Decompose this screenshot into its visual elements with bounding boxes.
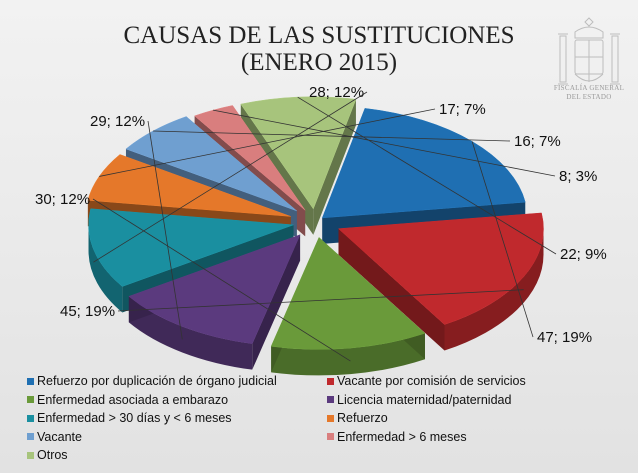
legend-label: Otros — [37, 448, 68, 462]
legend-swatch — [27, 414, 34, 422]
data-label: 17; 7% — [439, 101, 486, 118]
legend-swatch — [27, 433, 34, 440]
leader-line — [147, 120, 183, 340]
data-label: 22; 9% — [560, 246, 607, 263]
data-label: 29; 12% — [90, 113, 145, 130]
legend-item: Enfermedad > 6 meses — [327, 430, 467, 444]
legend-label: Refuerzo — [337, 411, 388, 425]
legend-item: Licencia maternidad/paternidad — [327, 393, 511, 407]
legend-label: Refuerzo por duplicación de órgano judic… — [37, 374, 277, 388]
legend-item: Vacante por comisión de servicios — [327, 374, 526, 388]
leader-lines — [92, 91, 557, 362]
legend-swatch — [327, 433, 334, 440]
leader-line — [117, 289, 524, 312]
legend-item: Refuerzo por duplicación de órgano judic… — [27, 374, 277, 388]
legend-item: Otros — [27, 448, 68, 462]
leader-line — [471, 141, 534, 338]
data-label: 30; 12% — [35, 191, 90, 208]
pie-slice — [337, 212, 544, 325]
leader-line — [99, 108, 436, 177]
legend-item: Enfermedad > 30 días y < 6 meses — [27, 411, 232, 425]
slice-side — [88, 224, 123, 313]
legend-swatch — [327, 377, 334, 385]
legend-label: Licencia maternidad/paternidad — [337, 392, 512, 407]
legend-label: Vacante por comisión de servicios — [337, 374, 526, 388]
legend-item: Enfermedad asociada a embarazo — [27, 393, 228, 407]
data-label: 28; 12% — [309, 84, 364, 101]
slice-side — [271, 333, 426, 376]
logo-caption-line-2: DEL ESTADO — [566, 93, 612, 101]
chart-title: CAUSAS DE LAS SUSTITUCIONES (ENERO 2015) — [0, 22, 638, 76]
data-label: 47; 19% — [537, 329, 592, 346]
data-label: 45; 19% — [60, 303, 115, 320]
logo-caption-line-1: FISCALÍA GENERAL — [553, 84, 625, 92]
slice-wall — [252, 234, 301, 370]
legend-item: Vacante — [27, 430, 82, 444]
pie-slice — [125, 116, 297, 212]
coat-of-arms-logo — [558, 17, 620, 85]
data-labels: 47; 19% 45; 19% 30; 12% 29; 12% 28; 12% 17; 7… — [35, 84, 607, 346]
legend-swatch — [27, 377, 34, 385]
legend-swatch — [27, 396, 34, 403]
leader-line — [297, 96, 557, 255]
leader-line — [152, 130, 511, 142]
logo-caption: FISCALÍA GENERAL DEL ESTADO — [548, 84, 630, 102]
leader-line — [213, 109, 556, 177]
data-label: 16; 7% — [514, 133, 561, 150]
leader-line — [93, 91, 368, 263]
slice-wall — [313, 99, 356, 235]
title-line-1: CAUSAS DE LAS SUSTITUCIONES — [123, 22, 515, 49]
leader-line — [92, 198, 351, 362]
pie-slice — [240, 96, 357, 210]
legend-swatch — [327, 396, 334, 403]
pie-slice — [270, 236, 426, 350]
legend-label: Enfermedad > 30 días y < 6 meses — [37, 411, 232, 425]
slice-side — [128, 296, 253, 370]
legend-swatch — [27, 451, 34, 459]
pie-slice — [128, 234, 301, 344]
legend-label: Vacante — [37, 429, 82, 444]
title-line-2: (ENERO 2015) — [240, 49, 398, 76]
legend-label: Enfermedad asociada a embarazo — [37, 392, 229, 407]
pie-slice — [194, 105, 306, 211]
slice-wall — [338, 228, 445, 351]
slice-side — [444, 228, 544, 351]
data-label: 8; 3% — [559, 168, 597, 185]
pie-tops — [87, 96, 544, 350]
legend-label: Enfermedad > 6 meses — [337, 429, 467, 444]
legend-item: Refuerzo — [327, 411, 388, 425]
legend-swatch — [327, 414, 334, 422]
